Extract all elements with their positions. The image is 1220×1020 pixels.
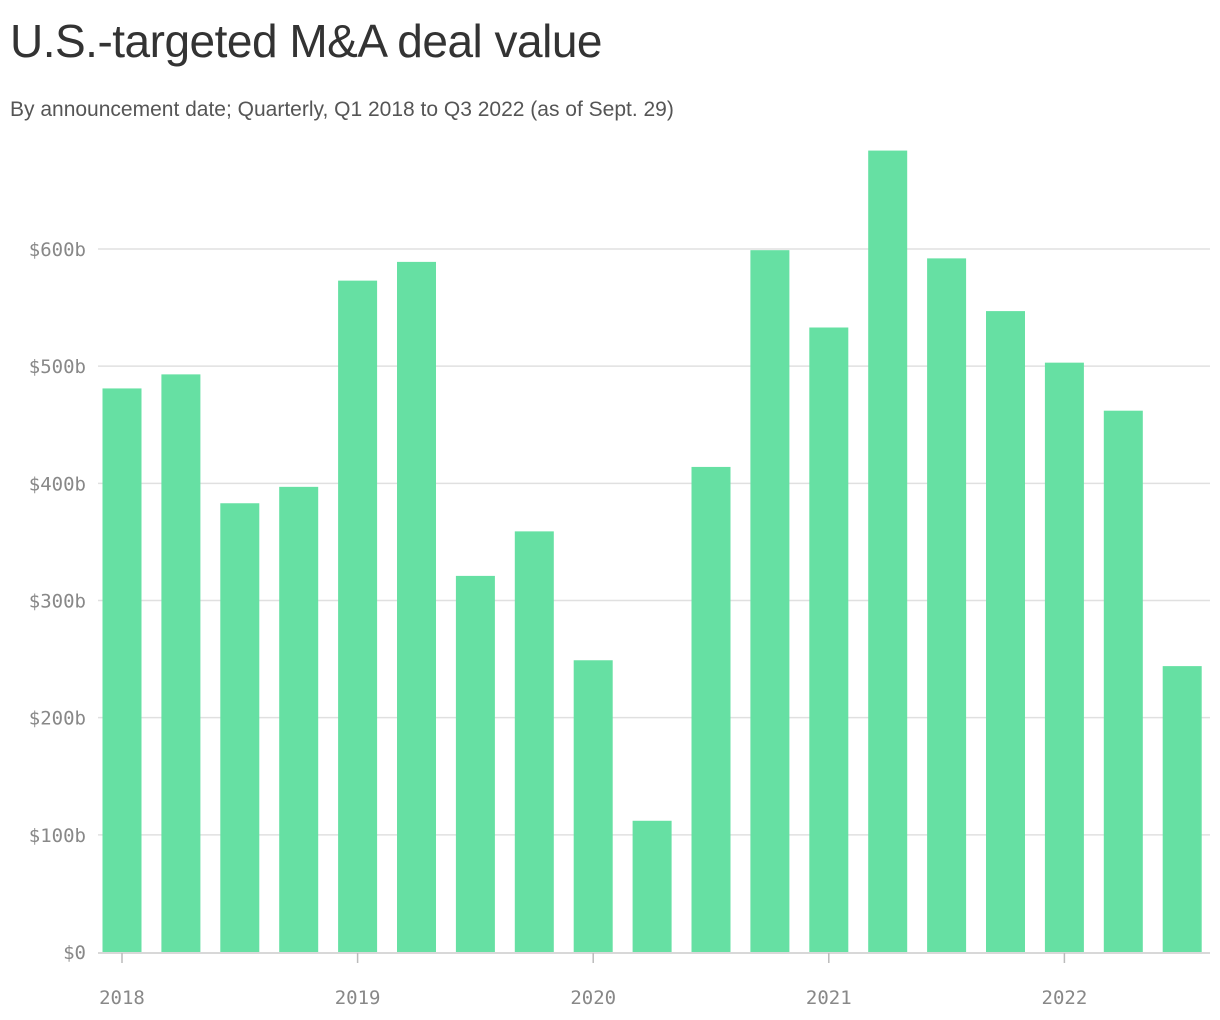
bar	[927, 258, 967, 953]
bar	[514, 531, 554, 952]
bar	[397, 261, 436, 953]
bar	[338, 280, 378, 952]
bar	[279, 486, 319, 952]
y-tick-label: $0	[63, 942, 86, 964]
bar	[632, 820, 672, 952]
x-tick-label: 2019	[335, 987, 381, 1009]
y-tick-label: $200b	[29, 708, 86, 730]
x-tick-label: 2021	[806, 987, 852, 1009]
x-tick-label: 2018	[99, 987, 145, 1009]
bar	[691, 466, 731, 952]
y-tick-label: $300b	[29, 591, 86, 613]
x-tick-label: 2022	[1042, 987, 1088, 1009]
bar	[1103, 410, 1143, 952]
y-tick-label: $600b	[29, 239, 86, 261]
bar	[750, 250, 790, 953]
bar	[1044, 362, 1084, 952]
bar	[455, 575, 495, 952]
y-tick-label: $400b	[29, 473, 86, 495]
bar	[573, 660, 613, 952]
chart-title: U.S.-targeted M&A deal value	[10, 15, 603, 67]
gridlines	[98, 248, 1210, 836]
y-tick-label: $100b	[29, 825, 86, 847]
bar	[986, 311, 1025, 952]
bar	[220, 503, 260, 952]
bar	[809, 327, 849, 952]
tick-labels: $0 $100b $200b $300b $400b $500b $600b 2018 2019…	[29, 239, 1087, 1009]
bar	[102, 388, 142, 952]
bar	[161, 374, 201, 952]
x-tick-label: 2020	[570, 987, 616, 1009]
bars	[102, 150, 1202, 953]
x-axis	[98, 952, 1210, 963]
bar	[868, 150, 908, 952]
y-tick-label: $500b	[29, 356, 86, 378]
chart-subtitle: By announcement date; Quarterly, Q1 2018…	[10, 98, 674, 121]
bar	[1162, 666, 1202, 952]
